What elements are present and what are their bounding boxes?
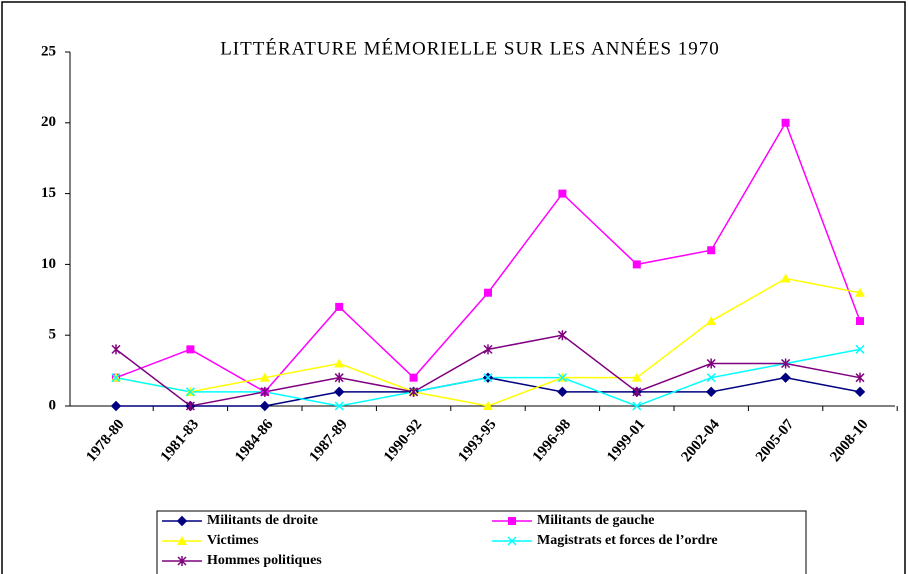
marker — [177, 556, 187, 566]
legend-box — [156, 510, 807, 574]
marker — [705, 386, 717, 398]
marker — [260, 386, 270, 397]
marker — [855, 344, 865, 354]
marker — [854, 386, 866, 398]
marker — [781, 118, 790, 127]
marker — [707, 246, 716, 255]
marker — [185, 401, 195, 411]
marker — [706, 316, 717, 326]
marker — [780, 273, 791, 283]
marker — [111, 373, 121, 383]
marker — [632, 401, 642, 411]
marker — [334, 372, 344, 383]
marker — [632, 386, 642, 397]
marker — [631, 372, 642, 382]
y-tick-label: 15 — [41, 185, 56, 201]
marker — [856, 317, 864, 326]
y-tick-label: 25 — [41, 43, 56, 59]
marker — [557, 373, 567, 383]
marker — [186, 345, 195, 354]
marker — [558, 189, 567, 198]
legend-label: Magistrats et forces de l’ordre — [537, 533, 718, 548]
marker — [508, 517, 516, 525]
marker — [334, 401, 344, 411]
y-tick-label: 20 — [41, 114, 56, 130]
marker — [484, 288, 492, 297]
marker — [259, 372, 270, 382]
marker — [706, 358, 716, 369]
marker — [409, 373, 418, 382]
legend-label: Hommes politiques — [207, 553, 322, 568]
marker — [780, 372, 791, 383]
marker — [483, 344, 493, 355]
marker — [259, 400, 271, 412]
marker — [409, 386, 419, 397]
marker — [333, 386, 345, 398]
marker — [483, 373, 493, 383]
y-tick-label: 0 — [49, 397, 57, 413]
marker — [507, 536, 517, 546]
marker — [334, 358, 345, 368]
y-tick-label: 10 — [41, 256, 56, 272]
y-tick-label: 5 — [49, 327, 57, 343]
legend-label: Militants de droite — [207, 513, 318, 528]
marker — [781, 358, 791, 369]
marker — [706, 373, 716, 383]
chart-title: LITTÉRATURE MÉMORIELLE SUR LES ANNÉES 19… — [220, 37, 720, 59]
marker — [177, 536, 187, 545]
marker — [176, 515, 188, 527]
marker — [557, 330, 567, 341]
marker — [632, 260, 641, 269]
marker — [483, 401, 493, 410]
marker — [110, 400, 122, 412]
marker — [855, 372, 865, 383]
marker — [335, 302, 344, 311]
legend-label: Victimes — [207, 533, 259, 548]
marker — [557, 386, 568, 398]
marker — [111, 344, 121, 355]
marker — [855, 287, 865, 297]
marker — [185, 387, 195, 397]
legend-label: Militants de gauche — [537, 513, 654, 528]
